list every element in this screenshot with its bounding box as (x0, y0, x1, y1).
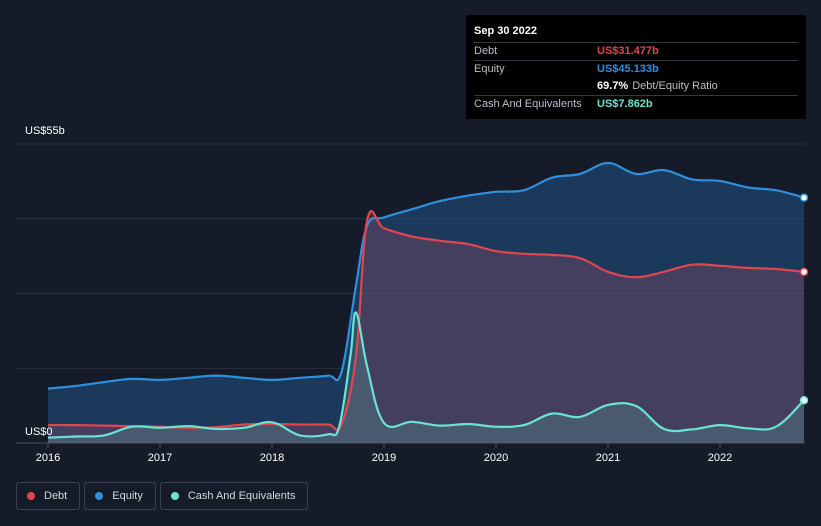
debt-area (48, 211, 804, 443)
legend-dot-debt-icon (27, 492, 35, 500)
x-tick-label: 2021 (596, 452, 620, 464)
tooltip-date: Sep 30 2022 (474, 25, 537, 37)
legend-label-equity: Equity (112, 490, 143, 502)
x-axis-ticks: 2016 2017 2018 2019 2020 2021 2022 (36, 443, 732, 464)
x-tick-label: 2020 (484, 452, 508, 464)
cash-line (47, 311, 805, 439)
legend-item-equity[interactable]: Equity (84, 482, 156, 510)
legend-item-cash[interactable]: Cash And Equivalents (159, 482, 309, 510)
tooltip-equity-value: US$45.133b (597, 63, 659, 75)
x-tick-label: 2022 (708, 452, 732, 464)
tooltip-row-cash: Cash And Equivalents US$7.862b (474, 95, 798, 113)
x-tick-label: 2019 (372, 452, 396, 464)
equity-endpoint (799, 193, 809, 202)
x-tick-label: 2018 (260, 452, 284, 464)
chart-legend: Debt Equity Cash And Equivalents (16, 482, 312, 510)
tooltip-equity-label: Equity (474, 63, 505, 75)
series-lines (47, 161, 805, 439)
tooltip-row-ratio: 69.7% Debt/Equity Ratio (474, 78, 798, 95)
tooltip-row-equity: Equity US$45.133b (474, 60, 798, 78)
tooltip-cash-value: US$7.862b (597, 98, 653, 110)
y-axis-top-label: US$55b (25, 125, 65, 137)
tooltip-debt-label: Debt (474, 45, 498, 57)
series-areas (48, 163, 804, 443)
legend-item-debt[interactable]: Debt (16, 482, 81, 510)
tooltip-debt-value: US$31.477b (597, 45, 659, 57)
debt-line (47, 210, 805, 432)
legend-label-cash: Cash And Equivalents (187, 490, 296, 502)
grid-lines (16, 143, 805, 444)
legend-dot-equity-icon (95, 492, 104, 500)
equity-area (48, 163, 804, 443)
series-endpoints (799, 193, 809, 405)
cash-area (48, 312, 804, 443)
tooltip-ratio-value: 69.7% (597, 80, 629, 92)
tooltip-cash-label: Cash And Equivalents (474, 98, 582, 110)
x-tick-label: 2017 (148, 452, 172, 464)
equity-line (47, 161, 805, 390)
tooltip-ratio-label: Debt/Equity Ratio (632, 80, 718, 92)
debt-endpoint (799, 267, 809, 277)
tooltip-row-debt: Debt US$31.477b (474, 42, 798, 60)
legend-label-debt: Debt (44, 490, 68, 502)
cash-endpoint (799, 396, 809, 405)
x-tick-label: 2016 (36, 452, 60, 464)
y-axis-bottom-label: US$0 (25, 426, 53, 438)
data-tooltip: Sep 30 2022 Debt US$31.477b Equity US$45… (466, 15, 806, 119)
legend-dot-cash-icon (170, 492, 179, 500)
